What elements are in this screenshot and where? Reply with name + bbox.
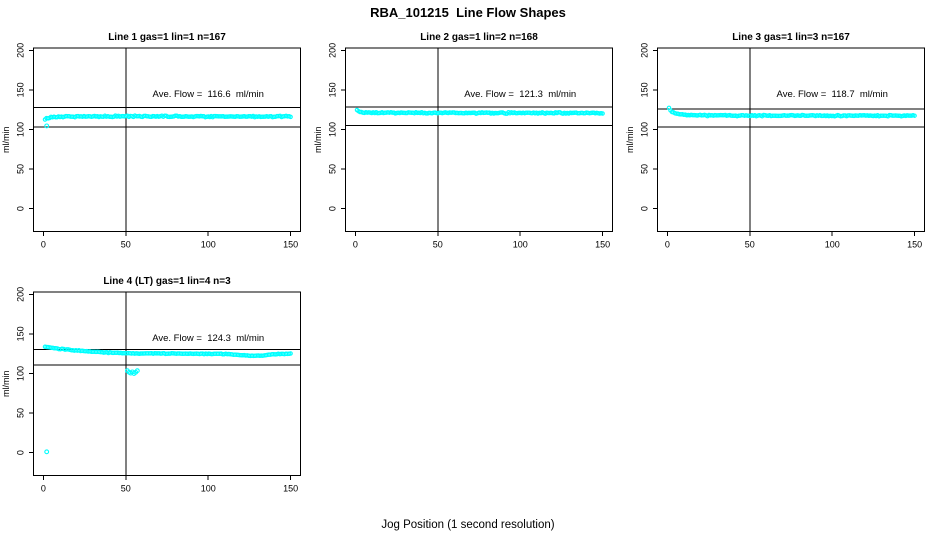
y-tick-label: 100 [16,366,26,381]
x-tick-label: 50 [433,240,443,250]
x-tick-label: 50 [121,240,131,250]
y-tick-label: 100 [328,122,338,137]
y-axis-label: ml/min [1,371,11,398]
empty-cell [312,270,624,514]
plot-box [345,47,613,232]
y-tick-label: 200 [16,287,26,302]
flow-outlier-point [44,449,50,455]
subplot-svg: 0 50 100 150 0 50 100 150 200 ml/min Line 4 (LT) g… [1,276,301,494]
ave-flow-annotation: Ave. Flow = 124.3 ml/min [152,333,264,344]
reference-lines [33,292,301,476]
x-tick-label: 0 [41,240,46,250]
y-tick-label: 150 [640,82,650,97]
y-tick-label: 200 [640,43,650,58]
flow-point [600,111,605,116]
y-axis-label: ml/min [1,127,11,154]
ave-flow-annotation: Ave. Flow = 118.7 ml/min [777,89,888,100]
subplot-line-2: 0 50 100 150 0 50 100 150 200 ml/min Line 2 gas=1 … [312,26,624,270]
data-points [354,107,605,116]
plot-box [657,47,925,232]
reference-lines [657,48,925,232]
y-tick-label: 150 [328,82,338,97]
empty-cell [624,270,936,514]
x-tick-label: 0 [353,240,358,250]
x-tick-label: 150 [907,240,922,250]
subplot-line-1: 0 50 100 150 0 50 100 150 200 ml/min Line 1 gas=1 … [0,26,312,270]
y-tick-label: 50 [640,164,650,174]
y-tick-label: 200 [16,43,26,58]
data-points [42,113,293,129]
subplot-line-4: 0 50 100 150 0 50 100 150 200 ml/min Line 4 (LT) g… [0,270,312,514]
x-tick-label: 50 [121,484,131,494]
ave-flow-annotation: Ave. Flow = 116.6 ml/min [153,89,264,100]
plot-box [33,291,301,476]
flow-point [288,351,293,356]
flow-outlier-point [134,368,140,374]
y-tick-label: 0 [328,206,338,211]
charts-grid: 0 50 100 150 0 50 100 150 200 ml/min Line 1 gas=1 … [0,26,936,514]
y-tick-label: 50 [16,408,26,418]
axes: 0 50 100 150 0 50 100 150 200 [16,43,299,250]
y-tick-label: 0 [16,450,26,455]
x-tick-label: 100 [201,240,216,250]
axes: 0 50 100 150 0 50 100 150 200 [328,43,611,250]
subplot-svg: 0 50 100 150 0 50 100 150 200 ml/min Line 3 gas=1 … [625,32,925,250]
y-tick-label: 150 [16,82,26,97]
data-points [42,344,293,455]
y-tick-label: 0 [16,206,26,211]
y-axis-label: ml/min [313,127,323,154]
y-tick-label: 50 [16,164,26,174]
x-tick-label: 100 [825,240,840,250]
x-tick-label: 0 [665,240,670,250]
y-tick-label: 100 [16,122,26,137]
subplot-title: Line 2 gas=1 lin=2 n=168 [420,32,538,43]
x-tick-label: 100 [201,484,216,494]
x-tick-label: 150 [283,240,298,250]
axes: 0 50 100 150 0 50 100 150 200 [16,287,299,494]
axes: 0 50 100 150 0 50 100 150 200 [640,43,923,250]
subplot-title: Line 4 (LT) gas=1 lin=4 n=3 [103,276,231,287]
x-tick-label: 0 [41,484,46,494]
y-axis-label: ml/min [625,127,635,154]
reference-lines [345,48,613,232]
y-tick-label: 100 [640,122,650,137]
ave-flow-annotation: Ave. Flow = 121.3 ml/min [464,89,576,100]
data-points [666,105,917,119]
flow-point [288,114,293,120]
x-axis-global-label: Jog Position (1 second resolution) [381,519,555,531]
subplot-svg: 0 50 100 150 0 50 100 150 200 ml/min Line 2 gas=1 … [313,32,613,250]
y-tick-label: 50 [328,164,338,174]
subplot-title: Line 1 gas=1 lin=1 n=167 [108,32,226,43]
y-tick-label: 200 [328,43,338,58]
flow-point [912,113,917,118]
x-tick-label: 150 [595,240,610,250]
x-tick-label: 50 [745,240,755,250]
plot-box [33,47,301,232]
flow-outlier-point [44,123,50,129]
reference-lines [33,48,301,232]
x-tick-label: 100 [513,240,528,250]
subplot-title: Line 3 gas=1 lin=3 n=167 [732,32,850,43]
chart-main-title: RBA_101215 Line Flow Shapes [370,5,566,20]
x-tick-label: 150 [283,484,298,494]
subplot-line-3: 0 50 100 150 0 50 100 150 200 ml/min Line 3 gas=1 … [624,26,936,270]
subplot-svg: 0 50 100 150 0 50 100 150 200 ml/min Line 1 gas=1 … [1,32,301,250]
y-tick-label: 150 [16,326,26,341]
y-tick-label: 0 [640,206,650,211]
